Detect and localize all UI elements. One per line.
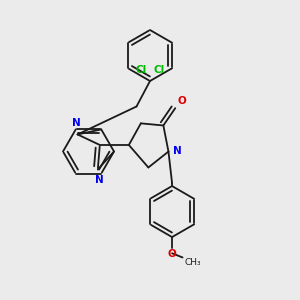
Text: N: N: [173, 146, 182, 156]
Text: O: O: [178, 96, 187, 106]
Text: CH₃: CH₃: [184, 258, 201, 267]
Text: O: O: [168, 249, 176, 259]
Text: N: N: [95, 175, 104, 185]
Text: Cl: Cl: [135, 65, 147, 75]
Text: Cl: Cl: [153, 65, 165, 75]
Text: N: N: [72, 118, 80, 128]
